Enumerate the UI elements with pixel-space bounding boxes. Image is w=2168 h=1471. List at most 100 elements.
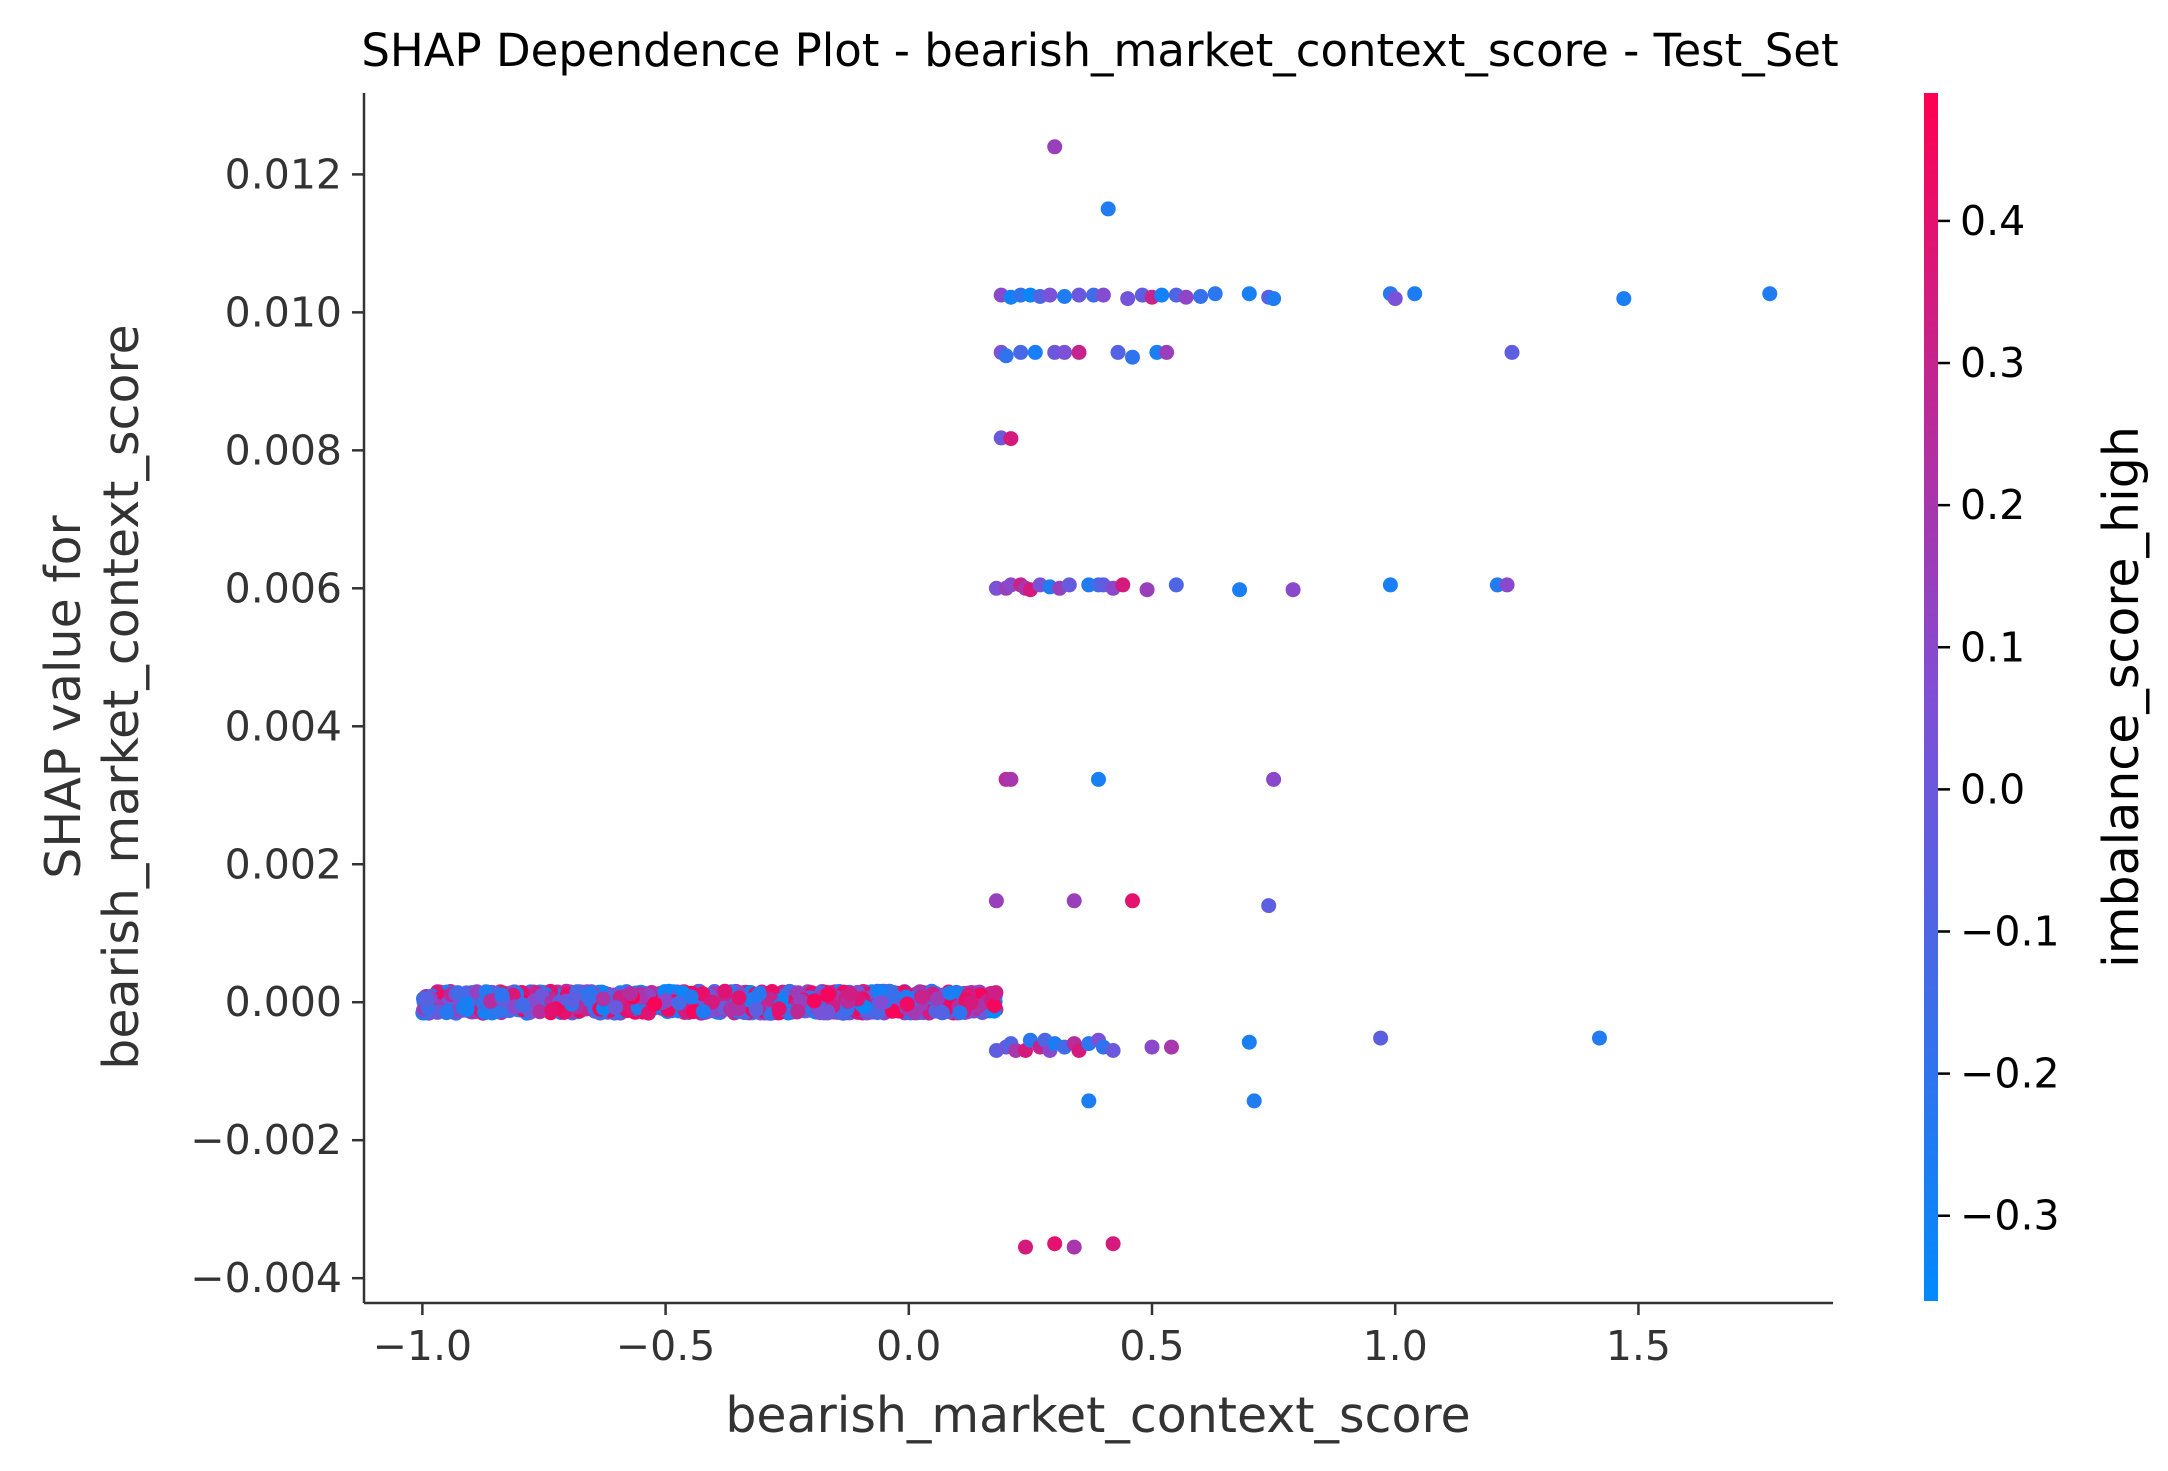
y-tick-label: −0.004 xyxy=(190,1254,342,1302)
band-point xyxy=(820,1004,836,1020)
data-point xyxy=(998,348,1014,364)
data-point xyxy=(1047,1236,1063,1252)
data-point xyxy=(1246,1093,1262,1109)
data-point xyxy=(1616,291,1632,307)
colorbar xyxy=(1924,93,1938,1301)
data-point xyxy=(1232,582,1248,598)
y-axis-label-line2: bearish_market_context_score xyxy=(93,324,150,1069)
colorbar-tick-label: 0.0 xyxy=(1960,765,2025,813)
data-point xyxy=(1285,582,1301,598)
band-point xyxy=(419,991,435,1007)
data-point xyxy=(1042,287,1058,303)
data-point xyxy=(1266,771,1282,787)
data-point xyxy=(1047,139,1063,155)
data-point xyxy=(1387,291,1403,307)
band-point xyxy=(885,987,901,1003)
colorbar-tick-label: 0.2 xyxy=(1960,481,2025,529)
data-point xyxy=(1003,771,1019,787)
x-ticks: −1.0 −0.5 0.0 0.5 1.0 1.5 xyxy=(373,1303,1671,1370)
band-point xyxy=(683,989,699,1005)
colorbar-label: imbalance_score_high xyxy=(2093,426,2150,968)
y-tick-label: 0.006 xyxy=(225,564,342,612)
data-point xyxy=(1266,291,1282,307)
band-point xyxy=(544,1003,560,1018)
data-point xyxy=(1105,1236,1121,1252)
band-point xyxy=(842,986,858,1002)
data-point xyxy=(1407,286,1423,302)
band-point xyxy=(986,998,1002,1014)
axes xyxy=(362,93,1833,1305)
band-point xyxy=(751,986,767,1002)
colorbar-tick-label: 0.4 xyxy=(1960,197,2025,245)
band-point xyxy=(608,1000,624,1015)
colorbar-tick-label: −0.2 xyxy=(1960,1050,2060,1098)
y-tick-label: 0.012 xyxy=(225,150,342,198)
band-point xyxy=(717,983,733,999)
band-point xyxy=(695,1004,711,1020)
data-point xyxy=(1504,344,1520,360)
band-point xyxy=(963,995,979,1011)
data-point xyxy=(1071,344,1087,360)
band-point xyxy=(439,1005,455,1021)
y-tick-label: 0.000 xyxy=(225,978,342,1026)
data-point xyxy=(1013,344,1029,360)
band-point xyxy=(647,996,663,1012)
band-point xyxy=(450,985,466,1001)
colorbar-ticks: 0.4 0.3 0.2 0.1 0.0 −0.1 −0.2 −0.3 xyxy=(1938,197,2060,1240)
band-point xyxy=(934,1004,950,1020)
data-point xyxy=(1207,286,1223,302)
data-point xyxy=(1091,771,1106,787)
data-point xyxy=(1105,1043,1121,1058)
band-point xyxy=(658,993,674,1009)
data-point xyxy=(1110,344,1126,360)
y-tick-label: 0.008 xyxy=(225,426,342,474)
band-point xyxy=(913,989,929,1005)
band-point xyxy=(494,987,510,1003)
data-point xyxy=(1120,291,1136,307)
data-point xyxy=(988,893,1004,909)
data-point xyxy=(1066,893,1082,909)
x-axis-label: bearish_market_context_score xyxy=(725,1387,1470,1444)
band-point xyxy=(532,1004,548,1020)
data-point xyxy=(1061,577,1077,593)
band-point xyxy=(929,991,945,1007)
band-point xyxy=(899,996,915,1012)
band-point xyxy=(731,990,747,1006)
colorbar-tick-label: 0.3 xyxy=(1960,339,2025,387)
data-point xyxy=(1154,287,1170,303)
x-tick-label: 1.5 xyxy=(1606,1322,1671,1370)
y-axis-label: SHAP value for bearish_market_context_sc… xyxy=(35,324,150,1069)
colorbar-tick-label: −0.1 xyxy=(1960,907,2060,955)
data-point xyxy=(1241,286,1257,302)
colorbar-tick-label: −0.3 xyxy=(1960,1192,2060,1240)
data-point xyxy=(1081,1093,1097,1109)
data-point xyxy=(1139,582,1155,598)
band-point xyxy=(942,985,958,1001)
band-point xyxy=(730,1001,746,1017)
data-point xyxy=(1164,1039,1179,1055)
band-point xyxy=(564,992,580,1008)
data-point xyxy=(1144,1039,1160,1055)
band-point xyxy=(515,997,531,1013)
y-tick-label: −0.002 xyxy=(190,1116,342,1164)
data-point xyxy=(1592,1030,1607,1046)
x-tick-label: 1.0 xyxy=(1363,1322,1428,1370)
data-point xyxy=(1178,289,1194,305)
data-point xyxy=(1027,344,1043,360)
y-axis-label-line1: SHAP value for xyxy=(35,514,92,878)
data-point xyxy=(1115,577,1131,593)
data-point xyxy=(1193,289,1209,304)
band-point xyxy=(873,995,889,1010)
band-point xyxy=(622,986,638,1002)
data-point xyxy=(1018,1239,1033,1255)
data-point xyxy=(1762,286,1778,302)
band-point xyxy=(806,993,822,1009)
y-tick-label: 0.010 xyxy=(225,288,342,336)
band-point xyxy=(704,994,720,1010)
x-tick-label: 0.5 xyxy=(1119,1322,1184,1370)
data-point xyxy=(1095,287,1111,303)
x-tick-label: −0.5 xyxy=(616,1322,716,1370)
scatter-points xyxy=(415,139,1778,1255)
colorbar-tick-label: 0.1 xyxy=(1960,623,2025,671)
